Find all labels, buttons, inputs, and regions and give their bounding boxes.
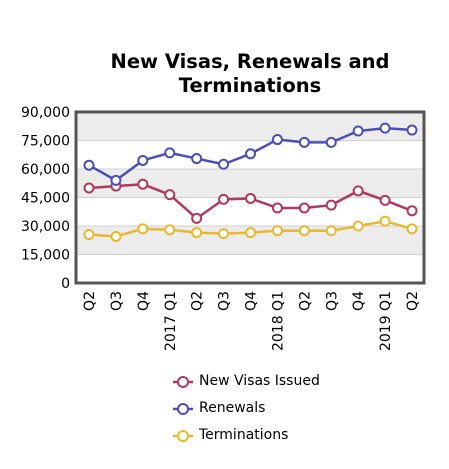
data-point	[271, 134, 283, 146]
y-tick-label: 90,000	[21, 105, 70, 121]
y-tick-label: 75,000	[21, 134, 70, 150]
x-tick-label: Q2	[190, 291, 206, 311]
legend-label-renewals: Renewals	[199, 400, 266, 416]
data-point	[298, 225, 310, 237]
data-point	[325, 136, 337, 148]
data-point	[110, 174, 122, 186]
legend-label-new-visas: New Visas Issued	[199, 373, 320, 389]
plot-frame	[74, 110, 426, 285]
legend-marker-new-visas	[173, 376, 193, 388]
x-tick-label: Q4	[136, 291, 152, 311]
y-tick-label: 60,000	[21, 162, 70, 178]
chart-title-line-1: New Visas, Renewals and	[110, 50, 390, 73]
data-point	[164, 189, 176, 201]
data-point	[352, 220, 364, 232]
data-point	[218, 158, 230, 170]
x-tick-label: Q3	[324, 291, 340, 311]
data-point	[245, 227, 256, 239]
x-tick-label: Q4	[351, 291, 367, 311]
legend-label-terminations: Terminations	[199, 427, 289, 443]
data-point	[83, 159, 95, 171]
x-tick-label: 2019 Q1	[378, 291, 394, 351]
data-point	[406, 223, 418, 235]
x-tick-label: Q2	[297, 291, 313, 311]
legend-marker-renewals	[173, 403, 193, 415]
data-point	[298, 136, 310, 148]
data-point	[137, 178, 149, 190]
x-tick-label: Q4	[244, 291, 260, 311]
data-point	[379, 122, 391, 134]
data-point	[406, 124, 418, 136]
y-tick-label: 45,000	[21, 191, 70, 207]
data-point	[379, 194, 391, 206]
y-tick-label: 15,000	[21, 248, 70, 264]
data-point	[271, 225, 283, 237]
x-tick-label: Q2	[82, 291, 98, 311]
data-point	[164, 224, 176, 236]
chart-title-line-2: Terminations	[178, 74, 322, 97]
data-point	[245, 192, 256, 204]
x-tick-label: Q2	[405, 291, 421, 311]
data-point	[218, 228, 230, 240]
plot-band	[76, 112, 424, 141]
data-point	[83, 182, 95, 194]
data-point	[298, 202, 310, 214]
data-point	[164, 147, 176, 159]
x-tick-label: Q3	[217, 291, 233, 311]
data-point	[137, 154, 149, 166]
plot-band	[76, 254, 424, 283]
x-tick-label: 2017 Q1	[163, 291, 179, 351]
data-point	[191, 227, 203, 239]
y-tick-label: 30,000	[21, 219, 70, 235]
chart-title: New Visas, Renewals and Terminations	[50, 50, 449, 98]
data-point	[379, 215, 391, 227]
x-tick-label: 2018 Q1	[270, 291, 286, 351]
data-point	[191, 212, 203, 224]
data-point	[83, 229, 95, 241]
data-point	[191, 153, 203, 165]
data-point	[406, 205, 418, 217]
line-chart: 0 15,000 30,000 45,000 60,000 75,000 90,000 Q2 Q…	[21, 105, 426, 351]
data-point	[137, 223, 149, 235]
data-point	[110, 230, 122, 242]
legend-marker-terminations	[173, 430, 193, 442]
data-point	[325, 199, 337, 211]
y-tick-label: 0	[61, 276, 70, 292]
data-point	[325, 225, 337, 237]
data-point	[352, 185, 364, 197]
data-point	[352, 125, 364, 137]
data-point	[218, 193, 230, 205]
data-point	[245, 148, 256, 160]
data-point	[271, 202, 283, 214]
x-tick-label: Q3	[109, 291, 125, 311]
